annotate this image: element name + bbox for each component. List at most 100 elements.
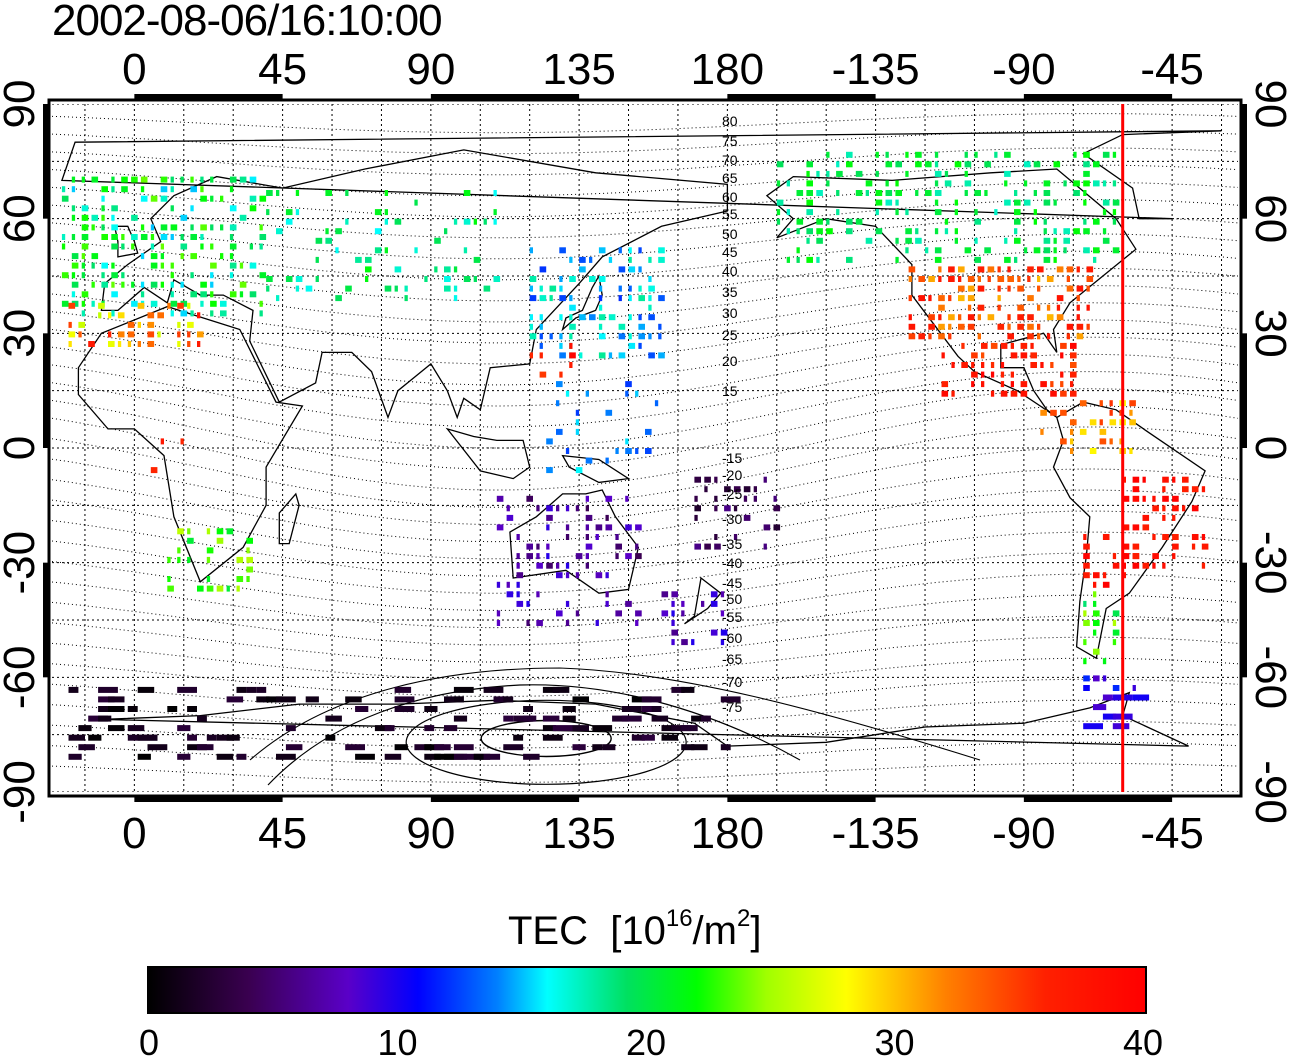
tec-cell <box>1083 161 1090 168</box>
tec-cell <box>111 224 118 231</box>
tec-cell <box>961 342 965 349</box>
tec-cell <box>556 381 563 388</box>
tec-cell <box>1102 209 1107 216</box>
tec-cell <box>71 234 76 240</box>
tec-cell <box>276 753 296 760</box>
tec-cell <box>374 725 392 732</box>
tec-cell <box>1007 276 1014 282</box>
colorbar-label: TEC <box>508 909 588 953</box>
tec-cell <box>98 312 102 319</box>
tec-cell <box>1191 534 1199 540</box>
tec-cell <box>91 176 99 183</box>
tec-cell <box>276 190 280 196</box>
tec-cell <box>981 342 988 349</box>
tec-cell <box>954 209 958 216</box>
tec-cell <box>117 341 122 347</box>
tec-cell <box>266 190 273 196</box>
tec-cell <box>216 537 224 544</box>
tec-cell <box>325 228 329 235</box>
tec-cell <box>661 725 675 732</box>
lon-tick-label-top: -90 <box>992 45 1056 94</box>
tec-cell <box>569 256 573 263</box>
tec-cell <box>68 302 76 309</box>
tec-cell <box>1182 476 1189 483</box>
tec-cell <box>177 547 181 554</box>
contour-label: -35 <box>722 536 742 552</box>
tec-cell <box>565 534 570 540</box>
tec-cell <box>786 228 790 235</box>
tec-cell <box>1070 352 1077 359</box>
tec-cell <box>618 285 622 292</box>
tec-cell <box>990 362 995 368</box>
tec-cell <box>575 409 580 416</box>
tec-cell <box>1023 180 1028 187</box>
tec-cell <box>1112 620 1117 626</box>
tec-cell <box>826 180 830 187</box>
tec-cell <box>925 247 929 254</box>
tec-cell <box>658 256 665 263</box>
tec-cell <box>236 753 247 760</box>
tec-cell <box>1086 323 1090 330</box>
tec-cell <box>483 218 487 225</box>
tec-cell <box>71 176 76 183</box>
tec-cell <box>414 744 431 751</box>
tec-cell <box>1040 428 1044 435</box>
tec-cell <box>944 228 949 235</box>
tec-cell <box>658 323 662 330</box>
tec-cell <box>140 186 145 193</box>
tec-cell <box>625 495 629 502</box>
tec-cell <box>806 180 813 187</box>
tec-cell <box>1017 276 1021 282</box>
tec-cell <box>444 285 451 292</box>
tec-cell <box>997 304 1001 311</box>
tec-cell <box>1129 400 1136 407</box>
tec-cell <box>1017 285 1024 292</box>
tec-cell <box>1102 534 1110 540</box>
tec-cell <box>816 190 823 196</box>
lon-tick-label-top: 0 <box>122 45 146 94</box>
tec-cell <box>1023 161 1031 168</box>
tec-cell <box>239 176 247 183</box>
tec-cell <box>990 371 995 378</box>
tec-cell <box>1056 304 1061 311</box>
tec-cell <box>384 247 388 254</box>
tec-cell <box>1083 639 1087 646</box>
tec-cell <box>964 170 968 177</box>
tec-cell <box>638 333 645 340</box>
tec-cell <box>473 276 477 282</box>
tec-cell <box>806 199 813 206</box>
tec-cell <box>483 753 501 760</box>
tec-cell <box>763 524 771 531</box>
tec-cell <box>635 610 642 617</box>
tec-cell <box>1070 438 1074 445</box>
tec-cell <box>236 576 244 582</box>
tec-cell <box>694 543 701 550</box>
tec-cell <box>1000 390 1008 397</box>
tec-cell <box>1083 228 1090 235</box>
tec-cell <box>967 285 975 292</box>
tec-cell <box>635 553 642 560</box>
tec-cell <box>101 281 108 288</box>
tec-cell <box>565 562 570 569</box>
tec-cell <box>905 209 909 216</box>
tec-cell <box>661 734 678 741</box>
tec-cell <box>928 295 932 302</box>
tec-cell <box>915 228 919 235</box>
tec-cell <box>190 176 194 183</box>
tec-cell <box>1053 161 1061 168</box>
tec-cell <box>1109 438 1113 445</box>
tec-cell <box>1066 333 1070 340</box>
tec-cell <box>1122 524 1130 531</box>
tec-cell <box>374 209 382 216</box>
colorbar-tick-label: 10 <box>377 1022 418 1063</box>
tec-cell <box>1142 495 1146 502</box>
lon-tick-label-top: 45 <box>258 45 307 94</box>
tec-cell <box>1162 505 1166 512</box>
tec-cell <box>335 295 342 302</box>
colorbar-unit-suffix: ] <box>750 909 762 953</box>
tec-cell <box>88 734 102 741</box>
tec-cell <box>1066 323 1074 330</box>
left-axis-bar <box>43 104 49 219</box>
tec-cell <box>523 706 533 712</box>
top-axis-bar <box>134 94 283 100</box>
